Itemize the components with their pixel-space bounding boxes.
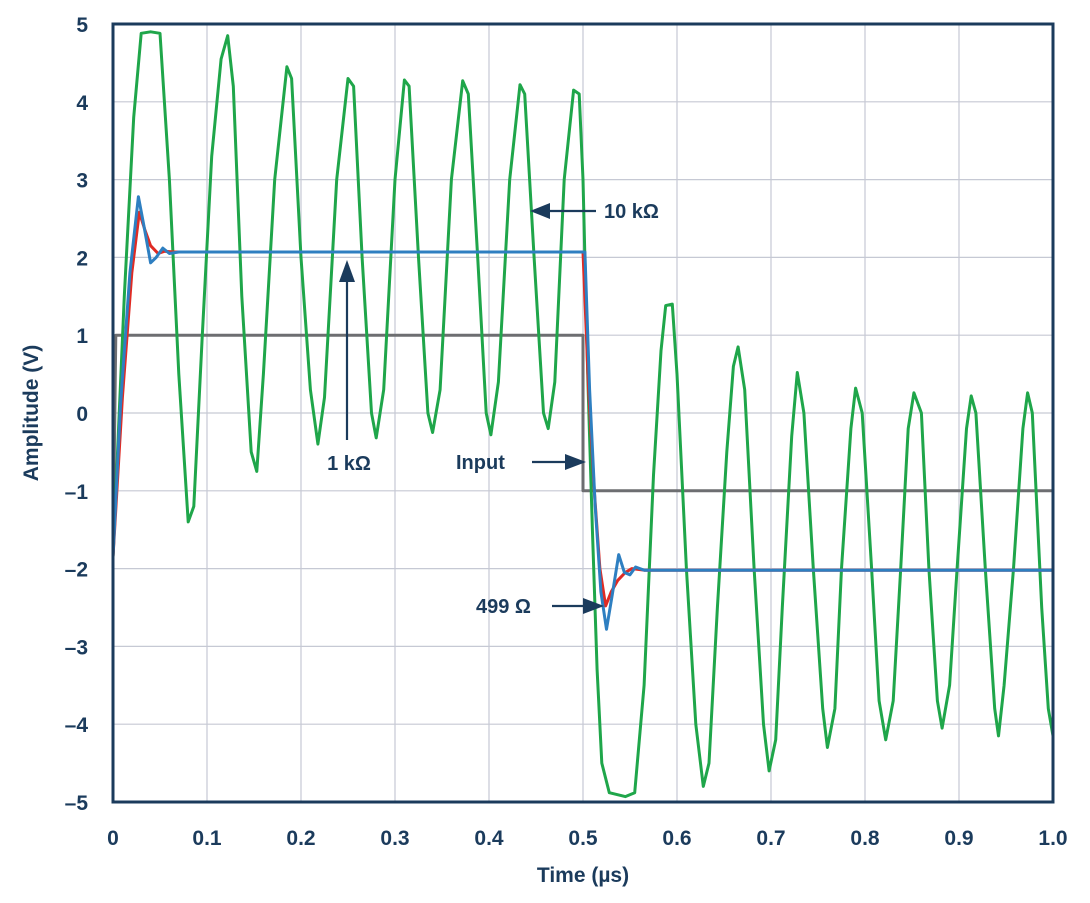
y-tick-labels: 5 4 3 2 1 0 –1 –2 –3 –4 –5 [65, 14, 89, 815]
x-tick-label: 0 [107, 827, 119, 850]
x-tick-label: 0.3 [380, 827, 409, 850]
x-tick-label: 1.0 [1038, 827, 1067, 850]
x-tick-label: 0.6 [662, 827, 691, 850]
traces [111, 30, 1055, 799]
y-tick-label: 0 [76, 403, 88, 426]
x-tick-label: 0.4 [474, 827, 504, 850]
y-tick-label: 3 [76, 170, 88, 193]
annotation-1k-arrow-head [339, 260, 355, 282]
y-tick-label: –1 [65, 481, 89, 504]
y-axis-label: Amplitude (V) [20, 345, 43, 482]
annotation-input-label: Input [456, 452, 505, 474]
series-line-499 [111, 195, 1055, 631]
annotation-499-arrow-head [583, 598, 604, 614]
x-tick-label: 0.5 [568, 827, 598, 850]
y-tick-label: –4 [65, 714, 89, 737]
annotation-10k: 10 kΩ [530, 201, 659, 223]
y-tick-label: 2 [76, 247, 88, 270]
annotation-499-label: 499 Ω [476, 596, 531, 618]
annotation-input: Input [456, 452, 586, 474]
annotation-1k-label: 1 kΩ [327, 453, 371, 475]
y-tick-label: 4 [76, 92, 88, 115]
y-tick-label: –5 [65, 792, 89, 815]
y-tick-label: 1 [76, 325, 88, 348]
x-axis-label: Time (µs) [537, 864, 629, 887]
annotation-10k-label: 10 kΩ [604, 201, 659, 223]
y-tick-label: –3 [65, 636, 88, 659]
annotation-1k: 1 kΩ [327, 260, 371, 475]
y-tick-label: 5 [76, 14, 88, 37]
annotation-499: 499 Ω [476, 596, 604, 618]
x-tick-label: 0.2 [286, 827, 315, 850]
x-tick-label: 0.1 [192, 827, 222, 850]
series-line-input [111, 333, 1055, 559]
x-tick-labels: 0 0.1 0.2 0.3 0.4 0.5 0.6 0.7 0.8 0.9 1.0 [107, 827, 1067, 850]
x-tick-label: 0.9 [944, 827, 973, 850]
annotation-input-arrow-head [565, 454, 586, 470]
series-line-10-k [111, 30, 1055, 799]
annotation-10k-arrow-head [530, 203, 550, 219]
x-tick-label: 0.7 [756, 827, 785, 850]
y-tick-label: –2 [65, 559, 88, 582]
plot-frame [111, 22, 1055, 804]
x-tick-label: 0.8 [850, 827, 880, 850]
